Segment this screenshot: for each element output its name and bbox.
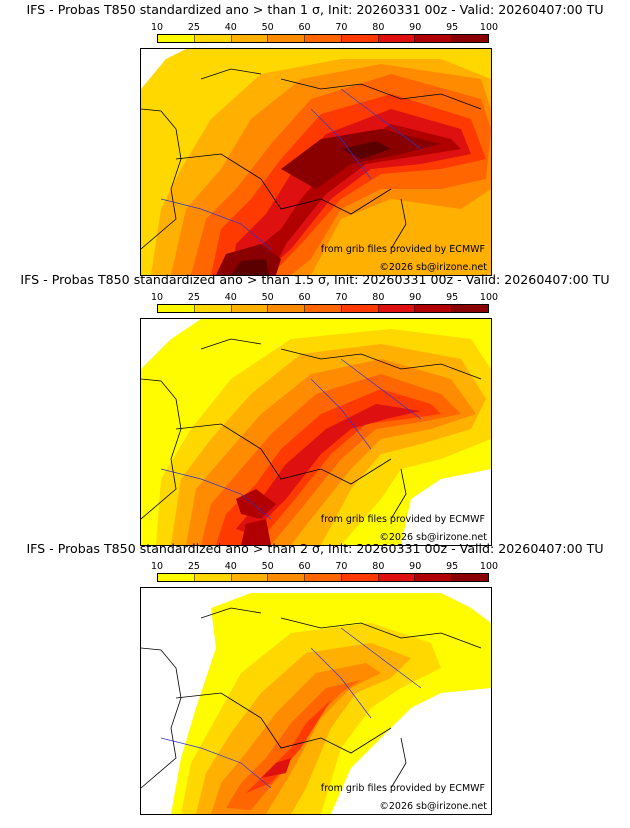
colorbar-ticks: 10 25 40 50 60 70 80 90 95 100 <box>151 292 498 304</box>
colorbar-tick: 25 <box>187 22 200 33</box>
colorbar-segment <box>452 35 489 42</box>
colorbar <box>157 34 489 43</box>
colorbar-segment <box>194 574 232 581</box>
colorbar-segment <box>194 35 232 42</box>
map-panel-3: IFS - Probas T850 standardized ano > tha… <box>0 539 630 815</box>
colorbar-segment <box>231 574 269 581</box>
colorbar-tick: 25 <box>187 292 200 303</box>
colorbar-segment <box>452 305 489 312</box>
colorbar-segment <box>378 35 416 42</box>
colorbar-segment <box>305 35 342 42</box>
colorbar-tick: 40 <box>224 22 237 33</box>
colorbar-tick: 100 <box>479 22 499 33</box>
copyright-credit: ©2026 sb@irizone.net <box>379 532 487 543</box>
panel-title: IFS - Probas T850 standardized ano > tha… <box>26 541 604 556</box>
probability-field <box>141 588 491 814</box>
colorbar-tick: 80 <box>372 22 385 33</box>
colorbar-tick: 60 <box>298 22 311 33</box>
data-source-credit: from grib files provided by ECMWF <box>320 783 485 794</box>
colorbar-segment <box>378 574 416 581</box>
copyright-credit: ©2026 sb@irizone.net <box>379 262 487 273</box>
colorbar-segment <box>305 574 342 581</box>
panel-title: IFS - Probas T850 standardized ano > tha… <box>20 272 610 287</box>
colorbar <box>157 573 489 582</box>
colorbar-ticks: 10 25 40 50 60 70 80 90 95 100 <box>151 561 498 573</box>
colorbar-tick: 95 <box>446 22 459 33</box>
colorbar-segment <box>341 35 379 42</box>
colorbar-segment <box>268 574 306 581</box>
data-source-credit: from grib files provided by ECMWF <box>320 244 485 255</box>
colorbar-tick: 10 <box>150 292 164 303</box>
colorbar-segment <box>158 305 195 312</box>
colorbar-segment <box>452 574 489 581</box>
colorbar-tick: 25 <box>187 561 200 572</box>
colorbar-tick: 90 <box>409 292 422 303</box>
colorbar-ticks: 10 25 40 50 60 70 80 90 95 100 <box>151 22 498 34</box>
copyright-credit: ©2026 sb@irizone.net <box>379 801 487 812</box>
colorbar-tick: 40 <box>224 292 237 303</box>
colorbar-tick: 70 <box>335 561 348 572</box>
colorbar-tick: 95 <box>446 292 459 303</box>
colorbar <box>157 304 489 313</box>
colorbar-tick: 100 <box>479 292 499 303</box>
colorbar-segment <box>415 574 453 581</box>
colorbar-tick: 80 <box>372 561 385 572</box>
colorbar-segment <box>231 305 269 312</box>
probability-map: from grib files provided by ECMWF ©2026 … <box>140 587 492 815</box>
probability-map: from grib files provided by ECMWF ©2026 … <box>140 318 492 546</box>
data-source-credit: from grib files provided by ECMWF <box>320 514 485 525</box>
colorbar-segment <box>158 35 195 42</box>
colorbar-segment <box>415 305 453 312</box>
colorbar-tick: 40 <box>224 561 237 572</box>
colorbar-tick: 50 <box>261 22 274 33</box>
probability-map: from grib files provided by ECMWF ©2026 … <box>140 48 492 276</box>
colorbar-segment <box>158 574 195 581</box>
colorbar-tick: 70 <box>335 292 348 303</box>
colorbar-tick: 50 <box>261 561 274 572</box>
colorbar-tick: 50 <box>261 292 274 303</box>
colorbar-tick: 95 <box>446 561 459 572</box>
colorbar-tick: 10 <box>150 561 164 572</box>
colorbar-tick: 60 <box>298 292 311 303</box>
colorbar-segment <box>194 305 232 312</box>
colorbar-tick: 100 <box>479 561 499 572</box>
probability-field <box>141 49 491 275</box>
colorbar-segment <box>341 574 379 581</box>
colorbar-tick: 90 <box>409 22 422 33</box>
colorbar-segment <box>415 35 453 42</box>
colorbar-segment <box>231 35 269 42</box>
panel-title: IFS - Probas T850 standardized ano > tha… <box>26 2 604 17</box>
colorbar-tick: 90 <box>409 561 422 572</box>
map-panel-1: IFS - Probas T850 standardized ano > tha… <box>0 0 630 276</box>
colorbar-segment <box>305 305 342 312</box>
colorbar-tick: 70 <box>335 22 348 33</box>
colorbar-segment <box>341 305 379 312</box>
colorbar-tick: 10 <box>150 22 164 33</box>
colorbar-segment <box>378 305 416 312</box>
colorbar-segment <box>268 35 306 42</box>
colorbar-tick: 60 <box>298 561 311 572</box>
probability-field <box>141 319 491 545</box>
colorbar-segment <box>268 305 306 312</box>
colorbar-tick: 80 <box>372 292 385 303</box>
map-panel-2: IFS - Probas T850 standardized ano > tha… <box>0 270 630 546</box>
